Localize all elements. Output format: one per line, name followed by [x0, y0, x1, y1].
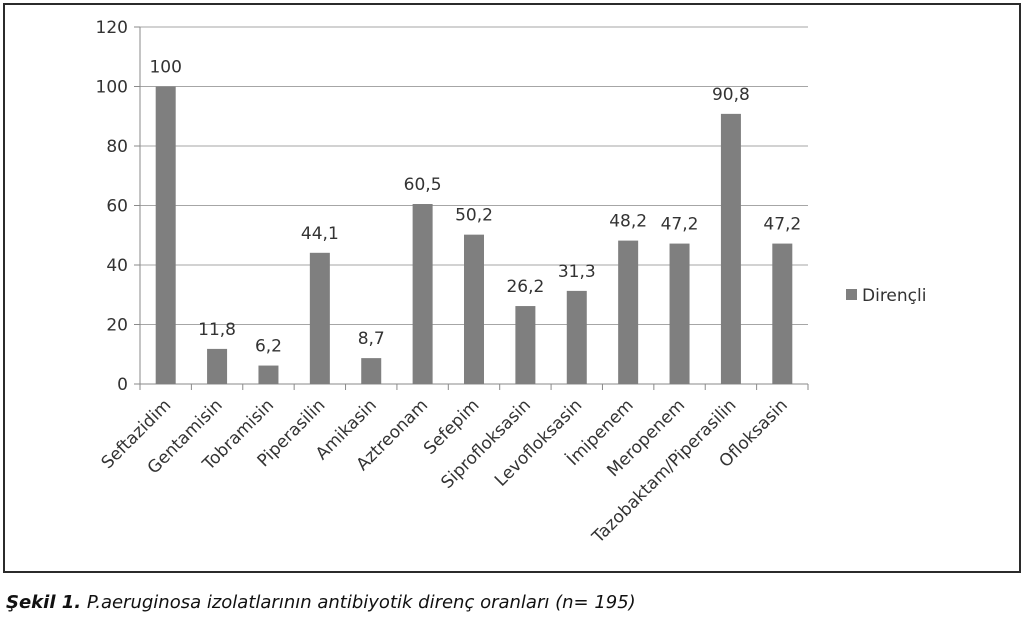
figure-caption: Şekil 1. P.aeruginosa izolatlarının anti… — [6, 592, 636, 613]
bar-12 — [772, 243, 793, 384]
y-tick-label: 120 — [96, 18, 128, 38]
bar-11 — [720, 113, 741, 385]
data-label: 6,2 — [255, 337, 282, 357]
bar-10 — [669, 243, 690, 384]
bar-3 — [309, 252, 330, 384]
data-label: 100 — [149, 58, 181, 78]
bar-6 — [464, 234, 484, 384]
data-label: 60,5 — [404, 175, 442, 195]
data-label: 48,2 — [609, 212, 647, 232]
y-tick-label: 100 — [96, 78, 128, 98]
bar-4 — [361, 358, 382, 384]
y-tick-label: 80 — [106, 137, 128, 157]
data-label: 47,2 — [661, 215, 699, 235]
data-label: 8,7 — [358, 329, 385, 349]
bar-0 — [155, 86, 176, 384]
y-tick-label: 0 — [117, 375, 128, 395]
bar-1 — [207, 348, 228, 384]
category-label: Siprofloksasin — [437, 395, 535, 493]
figure-label: Şekil 1. — [6, 592, 82, 613]
data-label: 47,2 — [763, 215, 801, 235]
data-label: 31,3 — [558, 262, 596, 282]
caption-text: P.aeruginosa izolatlarının antibiyotik d… — [81, 592, 636, 613]
bar-7 — [515, 306, 536, 384]
y-tick-label: 40 — [106, 256, 128, 276]
bar-8 — [566, 290, 587, 384]
legend-swatch — [846, 289, 857, 300]
y-tick-label: 60 — [106, 197, 128, 217]
data-label: 44,1 — [301, 224, 339, 244]
data-label: 50,2 — [455, 206, 493, 226]
bar-9 — [618, 240, 639, 384]
bar-5 — [412, 204, 433, 384]
data-label: 11,8 — [198, 320, 236, 340]
bar-2 — [258, 365, 279, 384]
data-label: 90,8 — [712, 85, 750, 105]
data-label: 26,2 — [506, 277, 544, 297]
legend-label: Dirençli — [862, 286, 926, 306]
bar-chart: 020406080100120100Seftazidim11,8Gentamis… — [96, 18, 927, 548]
y-tick-label: 20 — [106, 316, 128, 336]
